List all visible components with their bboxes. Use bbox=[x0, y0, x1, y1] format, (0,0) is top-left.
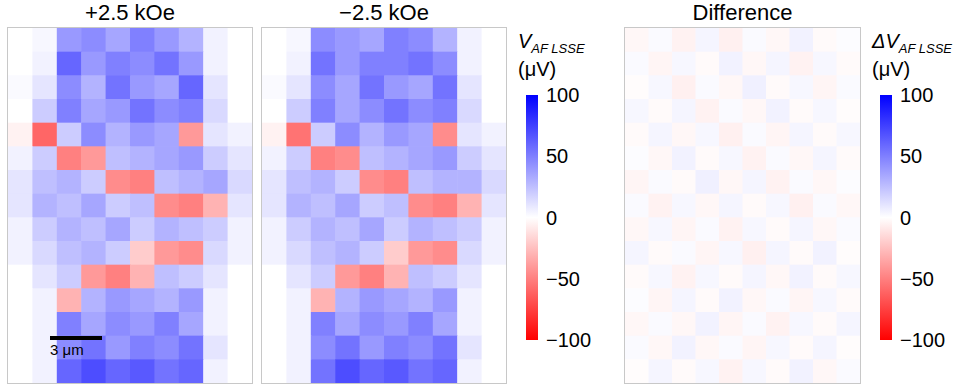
svg-text:50: 50 bbox=[546, 145, 568, 167]
html-text:VAF LSSE: VAF LSSE bbox=[518, 30, 585, 56]
html-text:Difference: Difference bbox=[692, 0, 793, 25]
svg-text:−50: −50 bbox=[546, 268, 580, 290]
html-text:(μV): (μV) bbox=[518, 58, 557, 80]
html-text:+2.5 kOe: +2.5 kOe bbox=[85, 0, 175, 25]
svg-text:−50: −50 bbox=[900, 268, 934, 290]
html-text:(μV): (μV) bbox=[872, 58, 911, 80]
svg-text:100: 100 bbox=[900, 84, 933, 106]
svg-text:−100: −100 bbox=[900, 329, 945, 351]
svg-text:100: 100 bbox=[546, 84, 579, 106]
svg-text:−100: −100 bbox=[546, 329, 591, 351]
svg-text:50: 50 bbox=[900, 145, 922, 167]
html-text:−2.5 kOe: −2.5 kOe bbox=[339, 0, 429, 25]
svg-text:0: 0 bbox=[546, 207, 557, 229]
svg-text:0: 0 bbox=[900, 207, 911, 229]
html-text:ΔVAF LSSE: ΔVAF LSSE bbox=[872, 30, 952, 56]
html-text:3 μm: 3 μm bbox=[50, 341, 84, 358]
